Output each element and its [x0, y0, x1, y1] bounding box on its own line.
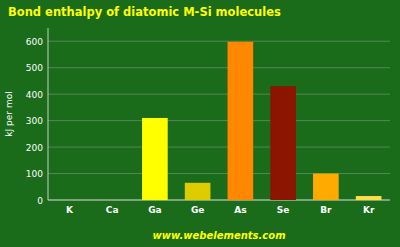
x-tick-label: Se	[277, 205, 290, 215]
x-tick-label: K	[66, 205, 74, 215]
watermark: www.webelements.com	[152, 230, 285, 241]
bar	[228, 42, 254, 200]
grid-line	[48, 94, 390, 95]
x-tick-label: As	[234, 205, 246, 215]
grid-line	[48, 67, 390, 68]
x-tick-label: Ge	[191, 205, 205, 215]
grid-line	[48, 200, 390, 201]
grid-line	[48, 120, 390, 121]
bar	[356, 196, 382, 200]
y-axis-label: kJ per mol	[4, 91, 14, 136]
grid-line	[48, 41, 390, 42]
bar	[142, 118, 168, 200]
title: Bond enthalpy of diatomic M-Si molecules	[8, 5, 281, 19]
bar	[313, 174, 339, 200]
y-tick-label: 400	[26, 90, 43, 100]
y-tick-label: 0	[37, 196, 43, 206]
bar	[185, 183, 211, 200]
y-axis-line	[48, 28, 49, 200]
chart-container: 0 100 200 300 400 500 600 K Ca Ga Ge As Se Br Kr Bond e…	[0, 0, 400, 247]
bar	[270, 86, 296, 200]
bar	[57, 200, 83, 201]
chart-svg: 0 100 200 300 400 500 600 K Ca Ga Ge As Se Br Kr Bond e…	[0, 0, 400, 247]
y-tick-label: 300	[26, 116, 43, 126]
x-tick-label: Kr	[363, 205, 375, 215]
x-axis-line	[48, 200, 390, 201]
grid-line	[48, 147, 390, 148]
y-tick-label: 500	[26, 63, 43, 73]
y-tick-label: 100	[26, 169, 43, 179]
y-tick-label: 200	[26, 143, 43, 153]
x-tick-label: Ca	[106, 205, 119, 215]
grid-line	[48, 173, 390, 174]
bar	[99, 200, 125, 201]
x-tick-label: Br	[320, 205, 332, 215]
x-tick-label: Ga	[148, 205, 161, 215]
bars	[142, 42, 381, 200]
y-tick-label: 600	[26, 37, 43, 47]
background	[0, 0, 400, 247]
